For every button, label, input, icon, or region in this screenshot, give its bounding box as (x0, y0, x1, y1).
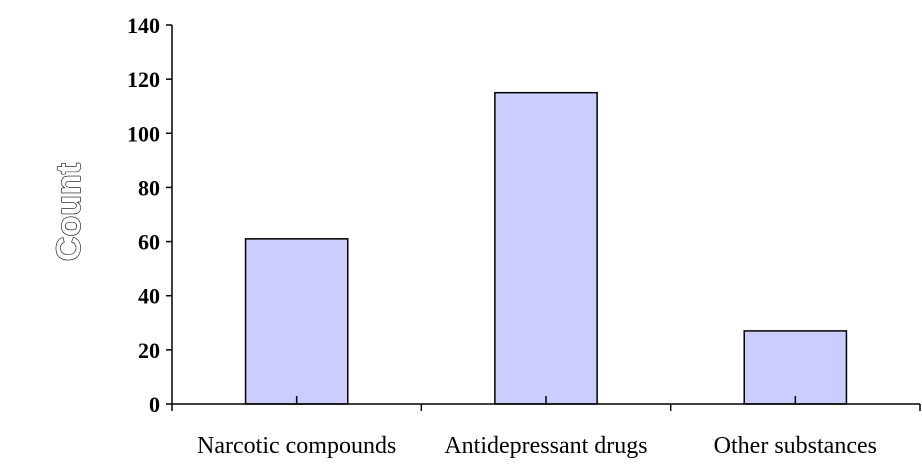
bar (743, 330, 848, 405)
bar (494, 91, 598, 405)
bars (244, 91, 848, 405)
x-category-label: Antidepressant drugs (444, 433, 647, 459)
y-axis-title: Count (50, 163, 88, 261)
y-tick-label: 120 (127, 67, 160, 92)
y-tick-label: 100 (127, 121, 160, 146)
y-tick-label: 80 (138, 175, 160, 200)
y-tick-label: 20 (138, 338, 160, 363)
y-axis: 0 20 40 60 80 100 120 140 (127, 13, 173, 417)
bar (244, 238, 349, 405)
x-category-label: Other substances (714, 433, 877, 459)
y-tick-label: 60 (138, 230, 160, 255)
y-tick-label: 0 (149, 392, 160, 417)
y-tick-label: 40 (138, 284, 160, 309)
x-category-label: Narcotic compounds (197, 433, 396, 459)
x-axis: Narcotic compounds Antidepressant drugs Ot… (171, 396, 921, 459)
y-tick-label: 140 (127, 13, 160, 38)
